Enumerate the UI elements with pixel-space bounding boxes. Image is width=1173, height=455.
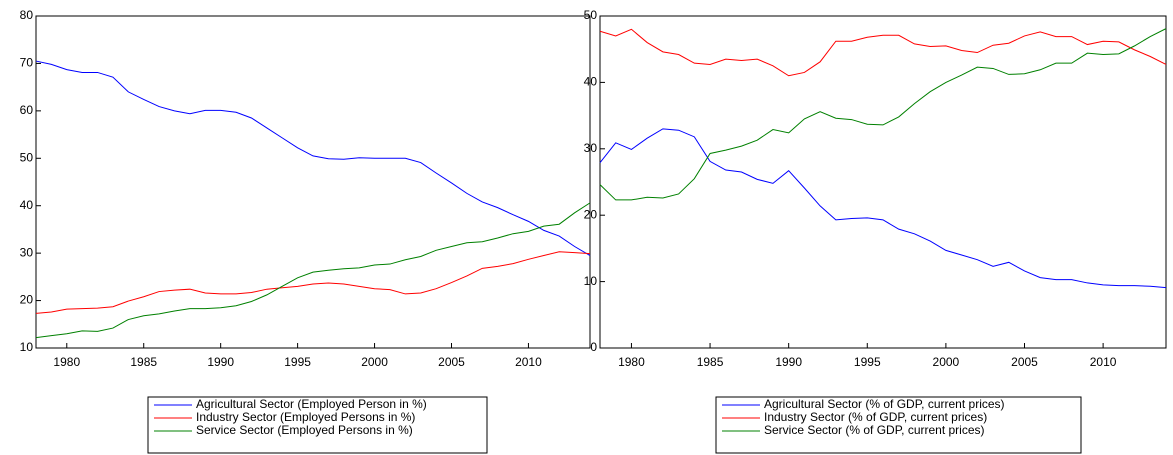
y-tick-label: 10 <box>20 340 34 354</box>
y-tick-label: 10 <box>584 274 598 288</box>
x-tick-label: 2000 <box>361 355 388 369</box>
y-tick-label: 50 <box>584 8 598 22</box>
plot-frame <box>35 15 591 349</box>
x-tick-label: 2010 <box>1090 355 1117 369</box>
legend-label: Industry Sector (Employed Persons in %) <box>196 410 415 424</box>
y-tick-label: 30 <box>20 245 34 259</box>
y-tick-label: 40 <box>584 75 598 89</box>
x-tick-label: 2000 <box>933 355 960 369</box>
series-line <box>599 28 1167 201</box>
legend-label: Service Sector (Employed Persons in %) <box>196 423 413 437</box>
legend-label: Agricultural Sector (Employed Person in … <box>196 397 427 411</box>
y-tick-label: 60 <box>20 103 34 117</box>
x-tick-label: 2005 <box>438 355 465 369</box>
series-line <box>599 28 1167 77</box>
x-tick-label: 1980 <box>53 355 80 369</box>
x-tick-label: 1980 <box>618 355 645 369</box>
y-tick-label: 20 <box>20 293 34 307</box>
x-tick-label: 1995 <box>854 355 881 369</box>
series-line <box>35 202 591 339</box>
y-tick-label: 40 <box>20 198 34 212</box>
x-tick-label: 1985 <box>130 355 157 369</box>
x-tick-label: 2010 <box>515 355 542 369</box>
legend-box <box>147 396 488 454</box>
plot-frame <box>599 15 1167 349</box>
y-tick-label: 50 <box>20 150 34 164</box>
series-line <box>599 128 1167 289</box>
y-tick-label: 0 <box>590 340 597 354</box>
y-tick-label: 70 <box>20 56 34 70</box>
y-tick-label: 20 <box>584 207 598 221</box>
legend-label: Agricultural Sector (% of GDP, current p… <box>764 397 1005 411</box>
series-line <box>35 60 591 256</box>
series-line <box>35 251 591 314</box>
legend-label: Service Sector (% of GDP, current prices… <box>764 423 985 437</box>
x-tick-label: 2005 <box>1011 355 1038 369</box>
y-tick-label: 80 <box>20 8 34 22</box>
x-tick-label: 1990 <box>775 355 802 369</box>
legend-label: Industry Sector (% of GDP, current price… <box>764 410 987 424</box>
x-tick-label: 1995 <box>284 355 311 369</box>
y-tick-label: 30 <box>584 141 598 155</box>
x-tick-label: 1990 <box>207 355 234 369</box>
x-tick-label: 1985 <box>697 355 724 369</box>
legend-box <box>715 396 1082 454</box>
